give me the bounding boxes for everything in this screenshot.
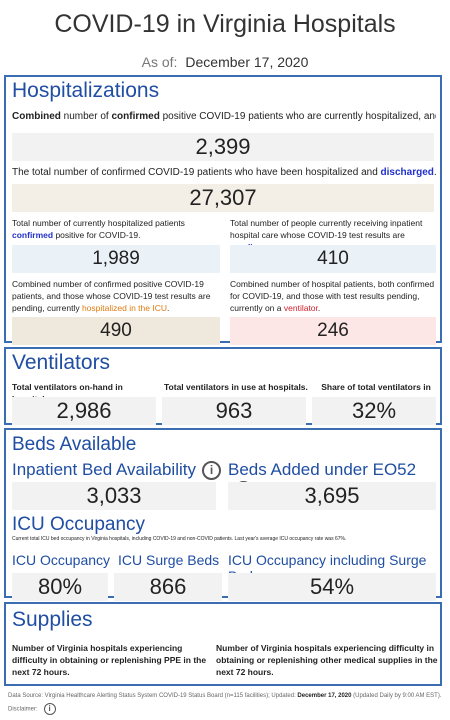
text: number of [60,111,112,122]
value: 866 [114,573,222,601]
value: 54% [228,573,436,601]
text: Combined number of confirmed positive CO… [12,279,211,313]
value: 32% [312,397,436,425]
description: Combined number of confirmed positive CO… [12,278,220,314]
value: 246 [230,317,436,345]
section-title: Ventilators [12,351,111,374]
text: December 17, 2020 [297,693,352,699]
text: Inpatient Bed Availability [12,460,196,479]
value: 1,989 [12,245,220,273]
value: 410 [230,245,436,273]
info-icon[interactable]: i [201,461,221,481]
footer-disclaimer: Disclaimer: i [8,703,448,715]
text: . [317,303,321,313]
section-title: Supplies [12,608,93,631]
hospitalizations-panel: Hospitalizations Combined number of conf… [4,75,442,345]
text: Combined [12,111,61,122]
description: Combined number of hospital patients, bo… [230,278,436,314]
text: positive for COVID-19. [53,230,141,240]
label: Total ventilators in use at hospitals. [164,382,308,392]
as-of-label: As of: [141,54,178,70]
description: The total number of confirmed COVID-19 p… [12,167,436,178]
text: confirmed [111,111,160,122]
value: 2,399 [12,133,434,161]
text: discharged [380,167,434,178]
text: Total number of currently hospitalized p… [12,218,185,228]
text: Data Source: Virginia Healthcare Alertin… [8,693,298,699]
description: Number of Virginia hospitals experiencin… [12,643,207,677]
value: 3,695 [228,482,436,510]
page-title: COVID-19 in Virginia Hospitals [54,10,396,38]
section-title: Beds Available [12,434,137,455]
supplies-panel: Supplies Number of Virginia hospitals ex… [4,602,442,686]
value: 490 [12,317,220,345]
text: hospitalized in the ICU [81,303,167,313]
text: ventilator [283,303,318,313]
text: . [166,303,170,313]
beds-panel: Beds Available Inpatient Bed Availabilit… [4,428,442,601]
value: 963 [162,397,306,425]
text: Beds Added under EO52 [228,460,417,479]
note: Current total ICU bed occupancy in Virgi… [12,536,347,542]
value: 27,307 [12,184,434,212]
text: positive COVID-19 patients who are curre… [162,111,436,122]
value: 2,986 [12,397,156,425]
text: confirmed [12,230,54,240]
value: 80% [12,573,108,601]
info-icon[interactable]: i [43,703,56,715]
as-of: As of: December 17, 2020 [0,54,450,70]
description: Total number of currently hospitalized p… [12,217,220,241]
ventilators-panel: Ventilators Total ventilators on-hand in… [4,347,442,425]
text: The total number of confirmed COVID-19 p… [12,167,381,178]
label: Inpatient Bed Availability i [12,460,221,481]
section-title: ICU Occupancy [12,514,146,535]
value: 3,033 [12,482,216,510]
section-title: Hospitalizations [12,79,160,102]
description: Number of Virginia hospitals experiencin… [216,643,438,677]
footer-source: Data Source: Virginia Healthcare Alertin… [8,693,448,699]
text: Total number of people currently receivi… [230,218,423,240]
label: ICU Occupancy [12,552,111,568]
text: (Updated Daily by 9:00 AM EST). [351,693,442,699]
text: Combined number of hospital patients, bo… [230,279,435,313]
as-of-date: December 17, 2020 [185,54,309,70]
text: . [434,167,436,178]
label: ICU Surge Beds [118,552,220,568]
description: Combined number of confirmed positive CO… [12,111,436,122]
text: Disclaimer: [8,706,38,713]
